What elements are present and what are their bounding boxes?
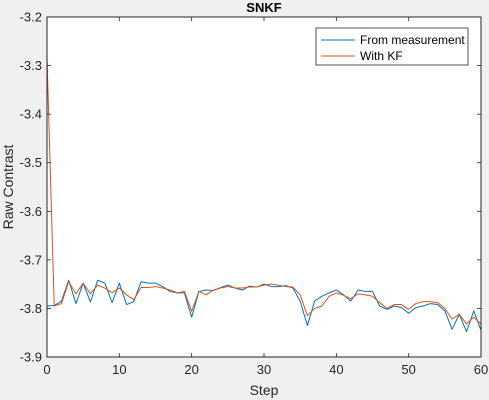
x-tick-label: 40 [329,362,343,377]
y-tick-label: -3.8 [20,301,42,316]
y-axis-label: Raw Contrast [0,144,16,229]
y-tick-label: -3.2 [20,10,42,25]
y-tick-label: -3.5 [20,155,42,170]
chart-title: SNKF [246,0,281,15]
legend-label-with-kf: With KF [360,49,403,63]
x-tick-label: 50 [401,362,415,377]
x-tick-label: 20 [184,362,198,377]
x-tick-label: 10 [112,362,126,377]
legend[interactable]: From measurement With KF [316,28,468,65]
x-axis-label: Step [250,382,279,398]
y-tick-label: -3.9 [20,350,42,365]
x-tick-label: 0 [43,362,50,377]
y-tick-label: -3.7 [20,252,42,267]
y-tick-label: -3.6 [20,204,42,219]
plot-area [47,17,481,357]
y-tick-label: -3.4 [20,107,42,122]
x-tick-label: 60 [474,362,488,377]
legend-label-from-measurement: From measurement [360,33,465,47]
x-tick-label: 30 [257,362,271,377]
y-tick-label: -3.3 [20,58,42,73]
